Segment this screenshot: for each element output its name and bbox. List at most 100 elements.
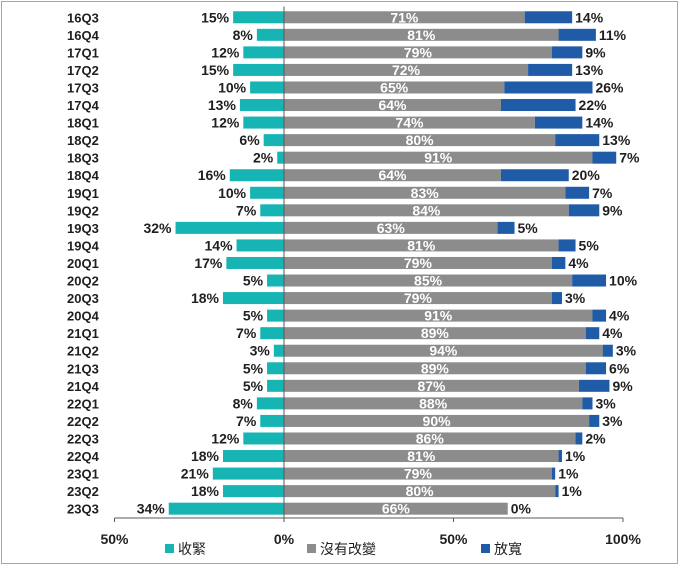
data-label-loosening: 7% bbox=[592, 185, 613, 201]
bar-tightening bbox=[175, 221, 284, 234]
data-label-loosening: 3% bbox=[616, 343, 637, 359]
category-label: 23Q2 bbox=[67, 484, 99, 499]
data-label-tightening: 32% bbox=[143, 220, 172, 236]
bar-unchanged bbox=[284, 344, 603, 357]
data-label-unchanged: 79% bbox=[404, 466, 433, 482]
category-label: 18Q3 bbox=[67, 151, 99, 166]
data-label-loosening: 13% bbox=[602, 132, 631, 148]
data-label-tightening: 15% bbox=[201, 62, 230, 78]
bar-tightening bbox=[236, 239, 284, 252]
bar-loosening bbox=[578, 379, 610, 392]
data-label-tightening: 21% bbox=[181, 466, 210, 482]
bar-loosening bbox=[500, 169, 569, 182]
data-label-tightening: 16% bbox=[198, 167, 227, 183]
data-label-unchanged: 66% bbox=[382, 501, 411, 517]
bar-loosening bbox=[551, 256, 566, 269]
legend-swatch bbox=[481, 544, 490, 553]
bar-tightening bbox=[243, 432, 284, 445]
bar-loosening bbox=[558, 239, 576, 252]
bar-unchanged bbox=[284, 11, 525, 24]
bar-unchanged bbox=[284, 169, 501, 182]
data-label-tightening: 7% bbox=[236, 202, 257, 218]
category-label: 17Q4 bbox=[67, 98, 100, 113]
data-label-unchanged: 79% bbox=[404, 255, 433, 271]
data-label-unchanged: 80% bbox=[406, 132, 435, 148]
bar-unchanged bbox=[284, 362, 586, 375]
bar-unchanged bbox=[284, 221, 498, 234]
bar-unchanged bbox=[284, 46, 552, 59]
bar-unchanged bbox=[284, 450, 559, 463]
data-label-unchanged: 65% bbox=[380, 79, 409, 95]
data-label-tightening: 5% bbox=[243, 378, 264, 394]
bar-unchanged bbox=[284, 239, 559, 252]
bar-loosening bbox=[602, 344, 613, 357]
bar-loosening bbox=[551, 46, 583, 59]
bar-unchanged bbox=[284, 485, 556, 498]
data-label-tightening: 7% bbox=[236, 413, 257, 429]
data-label-tightening: 5% bbox=[243, 273, 264, 289]
legend: 收緊 沒有改變 放寬 bbox=[165, 541, 522, 558]
bar-tightening bbox=[222, 450, 284, 463]
data-label-tightening: 12% bbox=[211, 115, 240, 131]
bar-tightening bbox=[273, 344, 284, 357]
bar-unchanged bbox=[284, 309, 593, 322]
category-label: 20Q1 bbox=[67, 256, 99, 271]
bar-unchanged bbox=[284, 467, 552, 480]
bar-tightening bbox=[256, 28, 284, 41]
data-label-unchanged: 63% bbox=[377, 220, 406, 236]
category-label: 20Q3 bbox=[67, 291, 99, 306]
category-label: 21Q3 bbox=[67, 361, 99, 376]
data-label-tightening: 17% bbox=[194, 255, 223, 271]
data-label-unchanged: 79% bbox=[404, 44, 433, 60]
bar-tightening bbox=[243, 46, 284, 59]
data-label-tightening: 15% bbox=[201, 9, 230, 25]
bar-unchanged bbox=[284, 256, 552, 269]
data-label-unchanged: 74% bbox=[395, 115, 424, 131]
bar-loosening bbox=[585, 327, 600, 340]
bar-unchanged bbox=[284, 379, 579, 392]
data-label-loosening: 14% bbox=[575, 9, 604, 25]
category-label: 16Q3 bbox=[67, 10, 99, 25]
bars-layer bbox=[168, 11, 617, 515]
data-label-loosening: 10% bbox=[609, 273, 638, 289]
data-label-unchanged: 91% bbox=[424, 308, 453, 324]
bar-tightening bbox=[222, 292, 284, 305]
bar-tightening bbox=[267, 379, 284, 392]
data-label-unchanged: 80% bbox=[406, 483, 435, 499]
bar-unchanged bbox=[284, 204, 569, 217]
data-label-loosening: 26% bbox=[595, 79, 624, 95]
data-label-unchanged: 84% bbox=[412, 202, 441, 218]
bar-tightening bbox=[212, 467, 284, 480]
data-label-tightening: 5% bbox=[243, 360, 264, 376]
data-label-unchanged: 81% bbox=[407, 448, 436, 464]
bar-loosening bbox=[528, 63, 573, 76]
data-label-loosening: 5% bbox=[518, 220, 539, 236]
data-label-tightening: 18% bbox=[191, 448, 220, 464]
data-label-loosening: 7% bbox=[619, 150, 640, 166]
category-label: 17Q1 bbox=[67, 45, 99, 60]
data-label-tightening: 12% bbox=[211, 44, 240, 60]
category-label: 18Q2 bbox=[67, 133, 99, 148]
category-label: 21Q4 bbox=[67, 379, 100, 394]
data-label-loosening: 4% bbox=[568, 255, 589, 271]
x-tick-label: 50% bbox=[100, 531, 129, 547]
bar-unchanged bbox=[284, 502, 508, 515]
bar-unchanged bbox=[284, 397, 583, 410]
bar-unchanged bbox=[284, 432, 576, 445]
bar-unchanged bbox=[284, 28, 559, 41]
data-label-tightening: 34% bbox=[137, 501, 166, 517]
bar-loosening bbox=[534, 116, 583, 129]
data-label-tightening: 2% bbox=[253, 150, 274, 166]
category-label: 22Q4 bbox=[67, 449, 100, 464]
data-label-unchanged: 71% bbox=[390, 9, 419, 25]
data-label-unchanged: 83% bbox=[411, 185, 440, 201]
data-label-loosening: 1% bbox=[558, 466, 579, 482]
bar-tightening bbox=[256, 397, 284, 410]
bar-loosening bbox=[582, 397, 593, 410]
bar-tightening bbox=[267, 362, 284, 375]
data-label-unchanged: 81% bbox=[407, 27, 436, 43]
data-label-tightening: 10% bbox=[218, 185, 247, 201]
x-tick-label: 0% bbox=[274, 531, 295, 547]
data-label-loosening: 11% bbox=[599, 27, 627, 43]
bar-unchanged bbox=[284, 414, 590, 427]
